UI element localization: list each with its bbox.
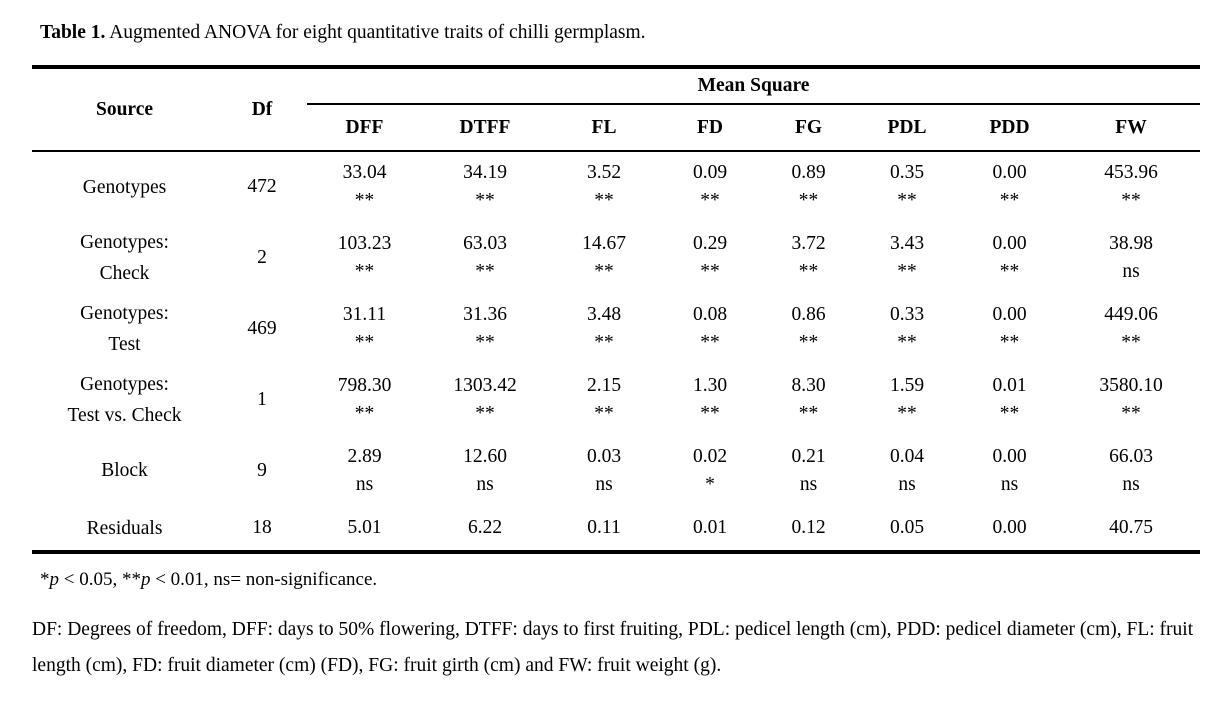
row-source: Residuals	[86, 517, 163, 539]
row-df: 2	[257, 246, 267, 268]
mean-square-cell: 0.04 ns	[889, 445, 925, 495]
mean-square-cell: 31.11 **	[342, 303, 387, 353]
mean-square-cell: 5.01	[347, 517, 382, 538]
p-italic: p	[49, 569, 60, 590]
col-header-dtff: DTFF	[422, 104, 548, 152]
table-row: Genotypes 472 33.04 ** 34.19 ** 3.52 ** 0.09 ** 0.…	[32, 151, 1200, 222]
col-header-fl: FL	[548, 104, 660, 152]
table-header: Source Df Mean Square DFF DTFF FL FD FG PDL PD…	[32, 67, 1201, 152]
mean-square-cell: 3.72 **	[791, 232, 826, 282]
mean-square-cell: 1.59 **	[889, 374, 925, 424]
footnote-text: < 0.05, **	[59, 569, 141, 590]
mean-square-cell: 0.01	[692, 517, 728, 538]
mean-square-cell: 449.06 **	[1104, 303, 1158, 353]
table-caption-text: Augmented ANOVA for eight quantitative t…	[105, 22, 646, 43]
mean-square-cell: 0.00 **	[992, 232, 1027, 282]
mean-square-cell: 0.00 ns	[992, 445, 1027, 495]
row-df: 472	[247, 176, 277, 197]
col-header-pdd: PDD	[957, 104, 1062, 152]
mean-square-cell: 2.89 ns	[347, 445, 382, 495]
mean-square-cell: 0.33 **	[889, 303, 925, 353]
mean-square-cell: 0.00	[992, 517, 1027, 538]
header-group-row: Source Df Mean Square	[32, 67, 1201, 152]
row-df: 1	[257, 388, 267, 410]
mean-square-cell: 1.30 **	[692, 374, 728, 424]
col-header-dff: DFF	[307, 104, 422, 152]
row-df: 18	[252, 517, 272, 538]
mean-square-cell: 0.29 **	[692, 232, 728, 282]
row-source: Genotypes	[82, 176, 167, 198]
mean-square-cell: 1303.42 **	[453, 374, 517, 424]
row-source: Block	[101, 460, 148, 481]
mean-square-cell: 0.21 ns	[791, 445, 826, 495]
anova-table: Source Df Mean Square DFF DTFF FL FD FG PDL PD…	[32, 65, 1201, 554]
mean-square-cell: 0.11	[587, 517, 621, 538]
mean-square-cell: 33.04 **	[342, 162, 387, 211]
header-trait-row: DFF DTFF FL FD FG PDL PDD FW	[32, 104, 1201, 152]
mean-square-cell: 0.08 **	[692, 303, 728, 353]
mean-square-cell: 0.01 **	[992, 374, 1027, 424]
row-df: 9	[257, 459, 267, 481]
mean-square-cell: 63.03 **	[463, 232, 507, 282]
table-body: Genotypes 472 33.04 ** 34.19 ** 3.52 ** 0.09 ** 0.…	[32, 151, 1200, 552]
table-row: Genotypes: Test vs. Check 1 798.30 ** 1303.42…	[32, 364, 1200, 435]
abbreviations-footnote: DF: Degrees of freedom, DFF: days to 50%…	[32, 619, 1194, 676]
footnote-text: *	[40, 569, 50, 590]
mean-square-cell: 6.22	[467, 517, 503, 538]
col-header-fd: FD	[660, 104, 760, 152]
mean-square-cell: 31.36 **	[463, 303, 507, 353]
col-header-pdl: PDL	[857, 104, 957, 152]
col-header-source: Source	[32, 67, 217, 152]
mean-square-cell: 3.52 **	[586, 162, 622, 211]
mean-square-cell: 0.35 **	[889, 162, 925, 211]
mean-square-cell: 14.67 **	[582, 232, 626, 282]
table-row: Genotypes: Check 2 103.23 ** 63.03 ** 14.67 ** 0.…	[32, 222, 1200, 293]
mean-square-cell: 0.12	[791, 517, 826, 538]
table-caption: Table 1. Augmented ANOVA for eight quant…	[32, 20, 1200, 46]
mean-square-cell: 0.03 ns	[586, 445, 622, 495]
p-italic: p	[140, 569, 151, 590]
mean-square-cell: 3.48 **	[586, 303, 622, 353]
mean-square-cell: 0.05	[889, 517, 925, 538]
mean-square-cell: 798.30 **	[337, 374, 392, 424]
table-row: Residuals 18 5.01 6.22 0.11 0.01 0.12 0.05 0.00 4…	[32, 506, 1200, 552]
table-caption-label: Table 1.	[40, 22, 106, 43]
col-header-fg: FG	[760, 104, 857, 152]
mean-square-cell: 0.02 *	[692, 445, 728, 495]
table-row: Block 9 2.89 ns 12.60 ns 0.03 ns 0.02 * 0.21 ns 0.04…	[32, 435, 1200, 506]
row-source: Genotypes: Check	[80, 231, 169, 284]
mean-square-cell: 34.19 **	[463, 162, 507, 211]
mean-square-cell: 0.86 **	[791, 303, 826, 353]
table-row: Genotypes: Test 469 31.11 ** 31.36 ** 3.48 ** 0.0…	[32, 293, 1200, 364]
mean-square-cell: 453.96 **	[1104, 162, 1158, 211]
row-source: Genotypes: Test vs. Check	[67, 373, 182, 426]
mean-square-cell: 103.23 **	[337, 232, 392, 282]
significance-footnote: *p < 0.05, **p < 0.01, ns= non-significa…	[40, 567, 1200, 593]
row-source: Genotypes: Test	[80, 302, 169, 355]
mean-square-cell: 12.60 ns	[463, 445, 507, 495]
col-header-mean-square: Mean Square	[307, 67, 1201, 105]
mean-square-cell: 0.89 **	[791, 162, 826, 211]
mean-square-cell: 2.15 **	[586, 374, 622, 424]
mean-square-cell: 0.00 **	[992, 303, 1027, 353]
mean-square-cell: 3580.10 **	[1099, 374, 1163, 424]
col-header-df: Df	[217, 67, 307, 152]
mean-square-cell: 8.30 **	[791, 374, 826, 424]
mean-square-cell: 38.98 ns	[1109, 232, 1153, 282]
mean-square-cell: 0.00 **	[992, 162, 1027, 211]
row-df: 469	[247, 317, 277, 339]
mean-square-cell: 40.75	[1109, 517, 1153, 538]
footnote-text: < 0.01, ns= non-significance.	[150, 569, 378, 590]
mean-square-cell: 3.43 **	[889, 232, 925, 282]
col-header-fw: FW	[1062, 104, 1201, 152]
mean-square-cell: 66.03 ns	[1109, 445, 1153, 495]
mean-square-cell: 0.09 **	[692, 162, 728, 211]
